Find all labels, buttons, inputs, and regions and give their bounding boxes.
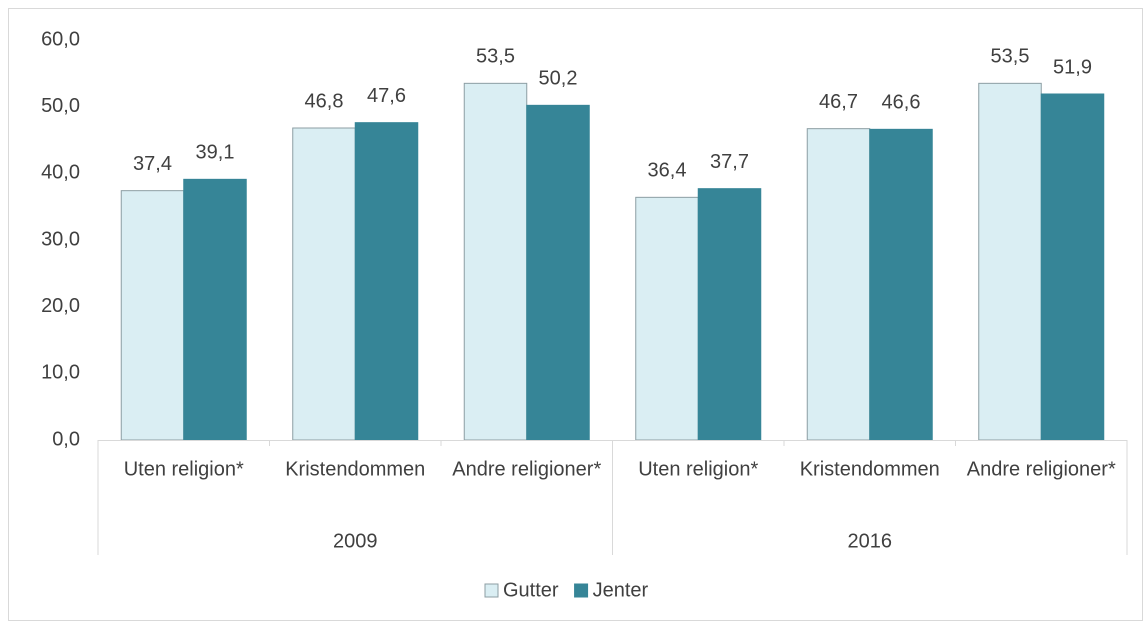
x-tick-label: Kristendommen [285, 458, 425, 480]
data-label: 37,7 [710, 151, 749, 173]
bar [463, 82, 528, 441]
y-tick-label: 20,0 [41, 295, 80, 317]
data-label: 39,1 [196, 142, 235, 164]
y-tick-label: 10,0 [41, 362, 80, 384]
bar [120, 190, 185, 441]
data-label: 53,5 [991, 46, 1030, 68]
group-label: 2009 [333, 530, 378, 552]
y-tick-label: 50,0 [41, 95, 80, 117]
bar [978, 82, 1042, 441]
x-tick-label: Kristendommen [800, 458, 940, 480]
y-tick-label: 40,0 [41, 162, 80, 184]
data-label: 47,6 [367, 85, 406, 107]
y-tick-label: 60,0 [41, 28, 80, 50]
bar [697, 188, 762, 441]
data-label: 37,4 [133, 153, 172, 175]
y-tick-label: 0,0 [52, 428, 80, 450]
legend-label: Gutter [503, 579, 559, 601]
legend-swatch [574, 583, 589, 598]
bar [292, 127, 356, 441]
data-label: 46,6 [882, 92, 921, 114]
x-tick-label: Uten religion* [124, 458, 244, 480]
data-label: 50,2 [539, 68, 578, 90]
bar [1040, 93, 1105, 441]
y-tick-label: 30,0 [41, 228, 80, 250]
x-tick-label: Andre religioner* [452, 458, 601, 480]
bar [869, 128, 933, 441]
legend-label: Jenter [593, 579, 649, 601]
group-label: 2016 [848, 530, 893, 552]
data-label: 53,5 [476, 46, 515, 68]
legend-swatch [484, 583, 499, 598]
x-tick-label: Andre religioner* [967, 458, 1116, 480]
bar [635, 196, 699, 441]
bar [183, 178, 247, 441]
bar [806, 128, 871, 441]
bar [526, 104, 590, 441]
x-tick-label: Uten religion* [638, 458, 758, 480]
data-label: 46,7 [819, 91, 858, 113]
bar [354, 122, 419, 441]
data-label: 46,8 [305, 90, 344, 112]
data-label: 36,4 [648, 160, 687, 182]
data-label: 51,9 [1053, 56, 1092, 78]
